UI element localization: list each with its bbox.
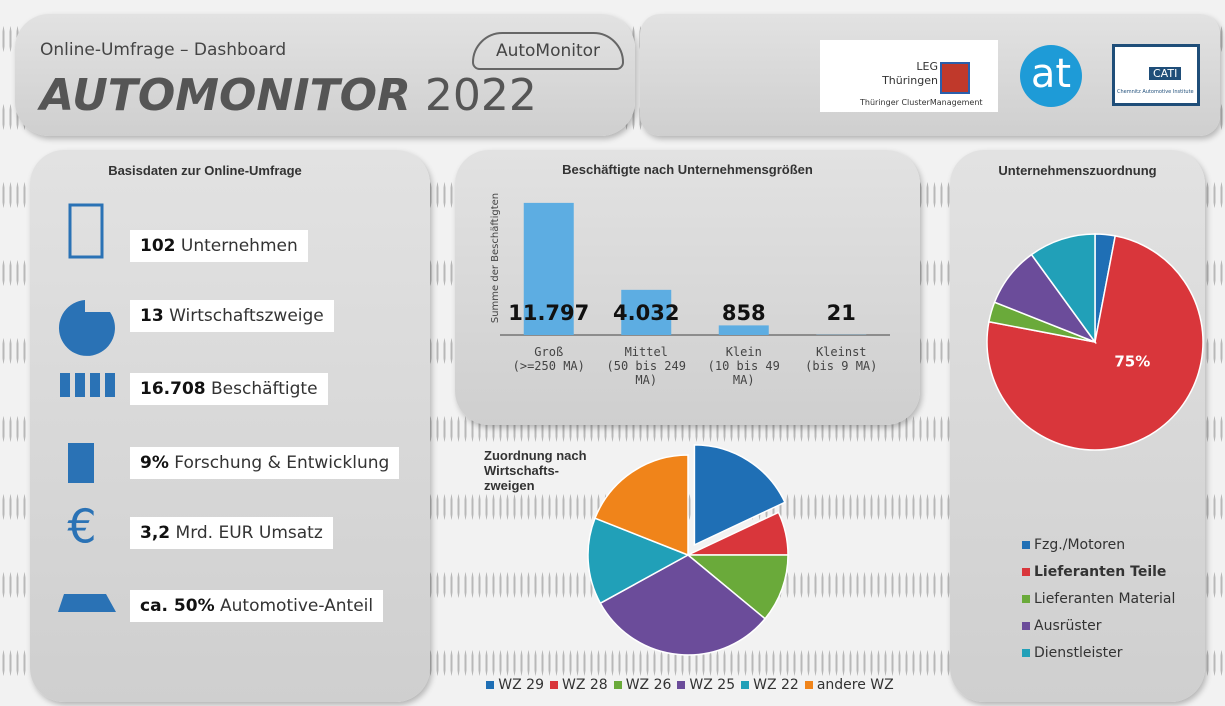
- pie-title: Zuordnung nach Wirtschafts- zweigen: [484, 448, 587, 493]
- legend: Fzg./Motoren Lieferanten Teile Lieferanten…: [1022, 537, 1175, 661]
- legend-swatch: [677, 681, 686, 689]
- pie-slice: [587, 517, 690, 605]
- pie-slice: [599, 554, 767, 656]
- basis-item: 9% Forschung & Entwicklung: [130, 447, 400, 479]
- x-tick-label: Kleinst (bis 9 MA): [805, 345, 878, 373]
- item-label: Mrd. EUR Umsatz: [175, 523, 323, 543]
- legend-item: Dienstleister: [1022, 645, 1175, 661]
- basis-item: 13 Wirtschaftszweige: [130, 300, 334, 332]
- legend-item: Lieferanten Teile: [1022, 564, 1175, 580]
- legend-label: Lieferanten Teile: [1034, 564, 1167, 580]
- bar: [718, 325, 769, 335]
- logo-cati-text: CATI: [1149, 67, 1182, 80]
- legend-label: Dienstleister: [1034, 645, 1123, 661]
- legend-swatch: [486, 681, 495, 689]
- legend-label: Lieferanten Material: [1034, 591, 1176, 607]
- basis-item: 3,2 Mrd. EUR Umsatz: [130, 517, 333, 549]
- pie-slice: [594, 454, 689, 557]
- slice-label: 75%: [1114, 353, 1150, 371]
- value-label: 11.797: [508, 301, 589, 325]
- logo-cati: CATI Chemnitz Automotive Institute: [1112, 44, 1200, 106]
- icon-beaker: [68, 443, 94, 483]
- y-axis-label: Summe der Beschäftigten: [490, 193, 501, 323]
- icon-pie: [58, 300, 115, 356]
- basis-item: 16.708 Beschäftigte: [130, 373, 328, 405]
- item-value: ca. 50%: [140, 596, 215, 616]
- logo-leg: LEG Thüringen Thüringer ClusterManagemen…: [820, 40, 998, 112]
- basis-item: ca. 50% Automotive-Anteil: [130, 590, 384, 622]
- pie-slice: [1030, 233, 1096, 345]
- item-label: Forschung & Entwicklung: [174, 453, 390, 473]
- logo-leg-region: Thüringen: [882, 74, 938, 87]
- legend-item: WZ 26: [613, 677, 672, 693]
- legend-label: Ausrüster: [1034, 618, 1102, 634]
- legend-swatch: [1022, 649, 1030, 657]
- logo-cati-sub: Chemnitz Automotive Institute: [1117, 89, 1194, 95]
- legend-item: WZ 25: [677, 677, 735, 693]
- title: AUTOMONITOR 2022: [40, 70, 537, 121]
- header-panel: [15, 14, 635, 136]
- basis-icons: €: [58, 203, 116, 612]
- legend-swatch: [613, 681, 622, 689]
- legend-item: WZ 22: [741, 677, 799, 693]
- item-label: Automotive-Anteil: [220, 596, 374, 616]
- pie-title: Unternehmenszuordnung: [998, 163, 1157, 178]
- value-label: 21: [827, 301, 856, 325]
- bar: [523, 202, 574, 335]
- legend-label: andere WZ: [816, 677, 894, 693]
- legend-swatch: [741, 681, 750, 689]
- logo-leg-crest: [940, 62, 970, 94]
- legend-item: Ausrüster: [1022, 618, 1175, 634]
- legend-item: WZ 29: [486, 677, 544, 693]
- bar-title: Beschäftigte nach Unternehmensgrößen: [562, 162, 813, 177]
- item-label: Wirtschaftszweige: [169, 306, 324, 326]
- logo-leg-text: LEG: [916, 60, 938, 73]
- legend-label: WZ 28: [562, 677, 608, 693]
- legend-swatch: [1022, 595, 1030, 603]
- icon-euro: €: [67, 500, 96, 554]
- legend-swatch: [1022, 622, 1030, 630]
- icon-car: [58, 594, 116, 612]
- pie-slice: [693, 444, 786, 547]
- x-tick-label: Klein (10 bis 49 MA): [707, 345, 780, 387]
- basis-item: 102 Unternehmen: [130, 230, 308, 262]
- title-year: 2022: [424, 70, 537, 121]
- pie-slice: [685, 554, 789, 620]
- logo-leg-sub: Thüringer ClusterManagement: [860, 98, 983, 107]
- legend-item: WZ 28: [550, 677, 608, 693]
- icon-checklist: [68, 203, 104, 259]
- item-value: 102: [140, 236, 176, 256]
- logo-at: at: [1020, 45, 1082, 107]
- legend: WZ 29 WZ 28 WZ 26 WZ 25 WZ 22 andere WZ: [486, 677, 894, 693]
- basis-title: Basisdaten zur Online-Umfrage: [108, 163, 302, 178]
- value-label: 4.032: [613, 301, 679, 325]
- legend-label: WZ 22: [753, 677, 799, 693]
- item-label: Beschäftigte: [211, 379, 318, 399]
- legend-swatch: [550, 681, 558, 689]
- x-tick-label: Mittel (50 bis 249 MA): [606, 345, 686, 387]
- item-value: 3,2: [140, 523, 171, 543]
- item-label: Unternehmen: [180, 236, 298, 256]
- item-value: 13: [140, 306, 164, 326]
- title-main: AUTOMONITOR: [40, 70, 411, 121]
- legend-label: WZ 26: [625, 677, 672, 693]
- legend-item: Lieferanten Material: [1022, 591, 1175, 607]
- x-tick-label: Groß (>=250 MA): [512, 345, 585, 373]
- subtitle: Online-Umfrage – Dashboard: [40, 40, 287, 60]
- legend-swatch: [804, 681, 813, 689]
- legend-swatch: [1022, 568, 1030, 576]
- legend-item: Fzg./Motoren: [1022, 537, 1175, 553]
- legend-label: Fzg./Motoren: [1034, 537, 1126, 553]
- value-label: 858: [722, 301, 766, 325]
- legend-item: andere WZ: [804, 677, 894, 693]
- bar: [621, 289, 672, 335]
- legend-swatch: [1022, 541, 1030, 549]
- item-value: 9%: [140, 453, 169, 473]
- legend-label: WZ 25: [689, 677, 736, 693]
- icon-people: [60, 373, 115, 397]
- item-value: 16.708: [140, 379, 206, 399]
- legend-label: WZ 29: [498, 677, 544, 693]
